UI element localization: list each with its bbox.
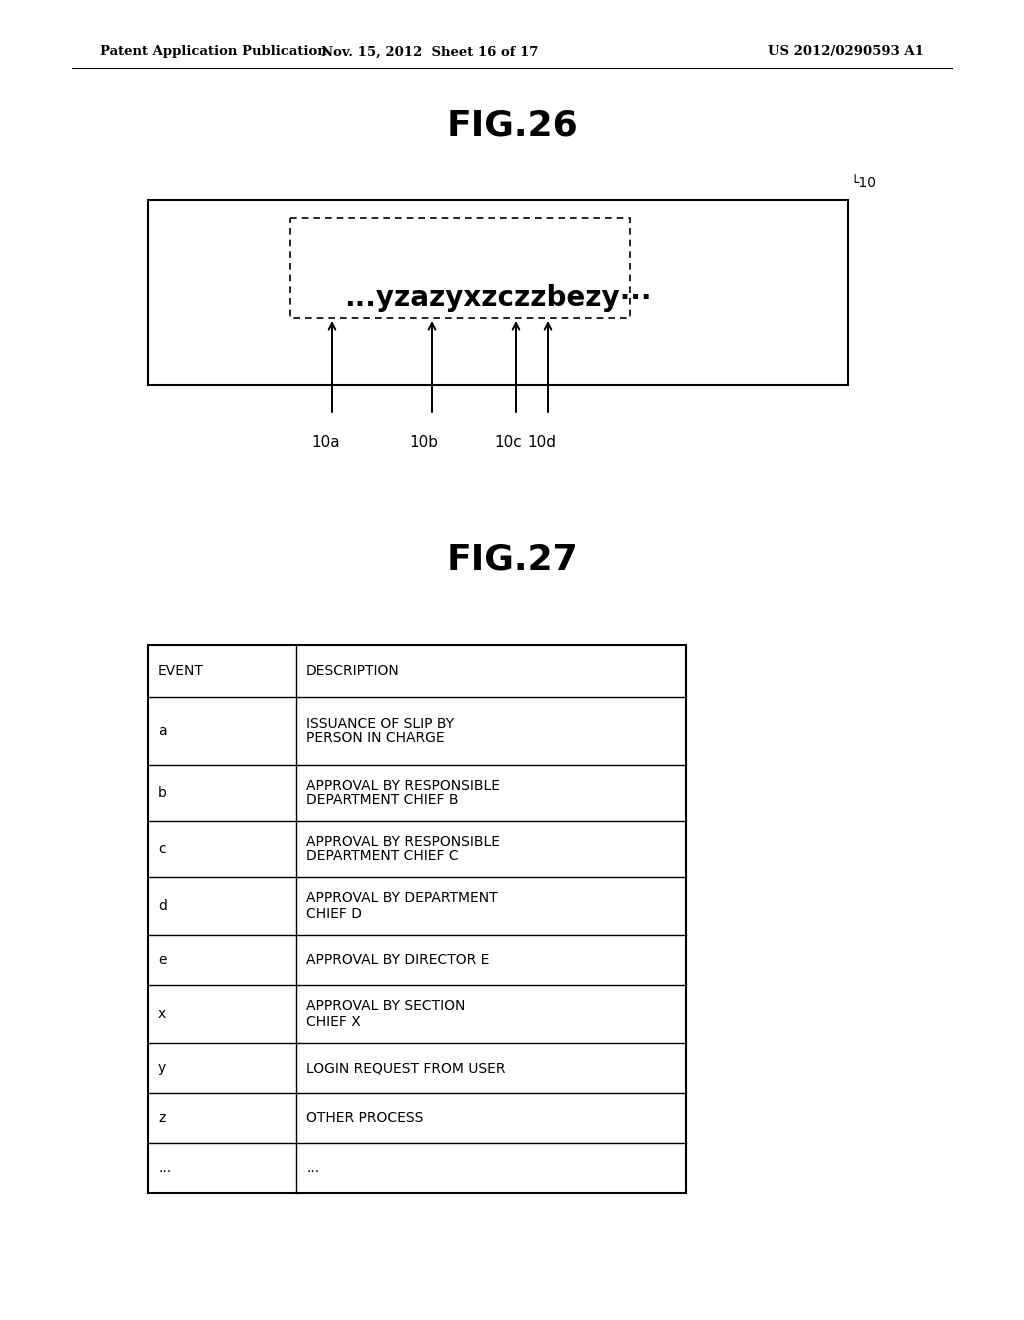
Text: b: b [158,785,167,800]
Text: ...: ... [158,1162,171,1175]
Text: PERSON IN CHARGE: PERSON IN CHARGE [306,731,444,746]
Text: APPROVAL BY DEPARTMENT: APPROVAL BY DEPARTMENT [306,891,498,906]
Text: APPROVAL BY DIRECTOR E: APPROVAL BY DIRECTOR E [306,953,489,968]
Text: DESCRIPTION: DESCRIPTION [306,664,399,678]
Bar [290,218,630,318]
Text: ...yzazyxzczzbezy···: ...yzazyxzczzbezy··· [344,284,651,312]
Text: FIG.26: FIG.26 [446,108,578,143]
Text: CHIEF D: CHIEF D [306,907,362,920]
Text: APPROVAL BY RESPONSIBLE: APPROVAL BY RESPONSIBLE [306,834,500,849]
Text: APPROVAL BY RESPONSIBLE: APPROVAL BY RESPONSIBLE [306,779,500,792]
Text: x: x [158,1007,166,1020]
Text: └10: └10 [850,176,876,190]
Text: Nov. 15, 2012  Sheet 16 of 17: Nov. 15, 2012 Sheet 16 of 17 [322,45,539,58]
Text: 10a: 10a [311,436,340,450]
Text: DEPARTMENT CHIEF B: DEPARTMENT CHIEF B [306,793,459,808]
Text: y: y [158,1061,166,1074]
Text: Patent Application Publication: Patent Application Publication [100,45,327,58]
Bar [148,201,848,385]
Text: d: d [158,899,167,913]
Text: OTHER PROCESS: OTHER PROCESS [306,1111,423,1125]
Text: 10d: 10d [527,436,556,450]
Text: 10b: 10b [410,436,438,450]
Text: a: a [158,723,167,738]
Text: LOGIN REQUEST FROM USER: LOGIN REQUEST FROM USER [306,1061,506,1074]
Text: EVENT: EVENT [158,664,204,678]
Text: DEPARTMENT CHIEF C: DEPARTMENT CHIEF C [306,850,459,863]
Text: CHIEF X: CHIEF X [306,1015,360,1028]
Text: ...: ... [306,1162,319,1175]
Text: ISSUANCE OF SLIP BY: ISSUANCE OF SLIP BY [306,717,454,730]
Text: US 2012/0290593 A1: US 2012/0290593 A1 [768,45,924,58]
Text: 10c: 10c [495,436,522,450]
Text: z: z [158,1111,165,1125]
Text: APPROVAL BY SECTION: APPROVAL BY SECTION [306,999,465,1014]
Text: FIG.27: FIG.27 [446,543,578,577]
Bar [148,645,686,1193]
Text: e: e [158,953,167,968]
Text: c: c [158,842,166,855]
